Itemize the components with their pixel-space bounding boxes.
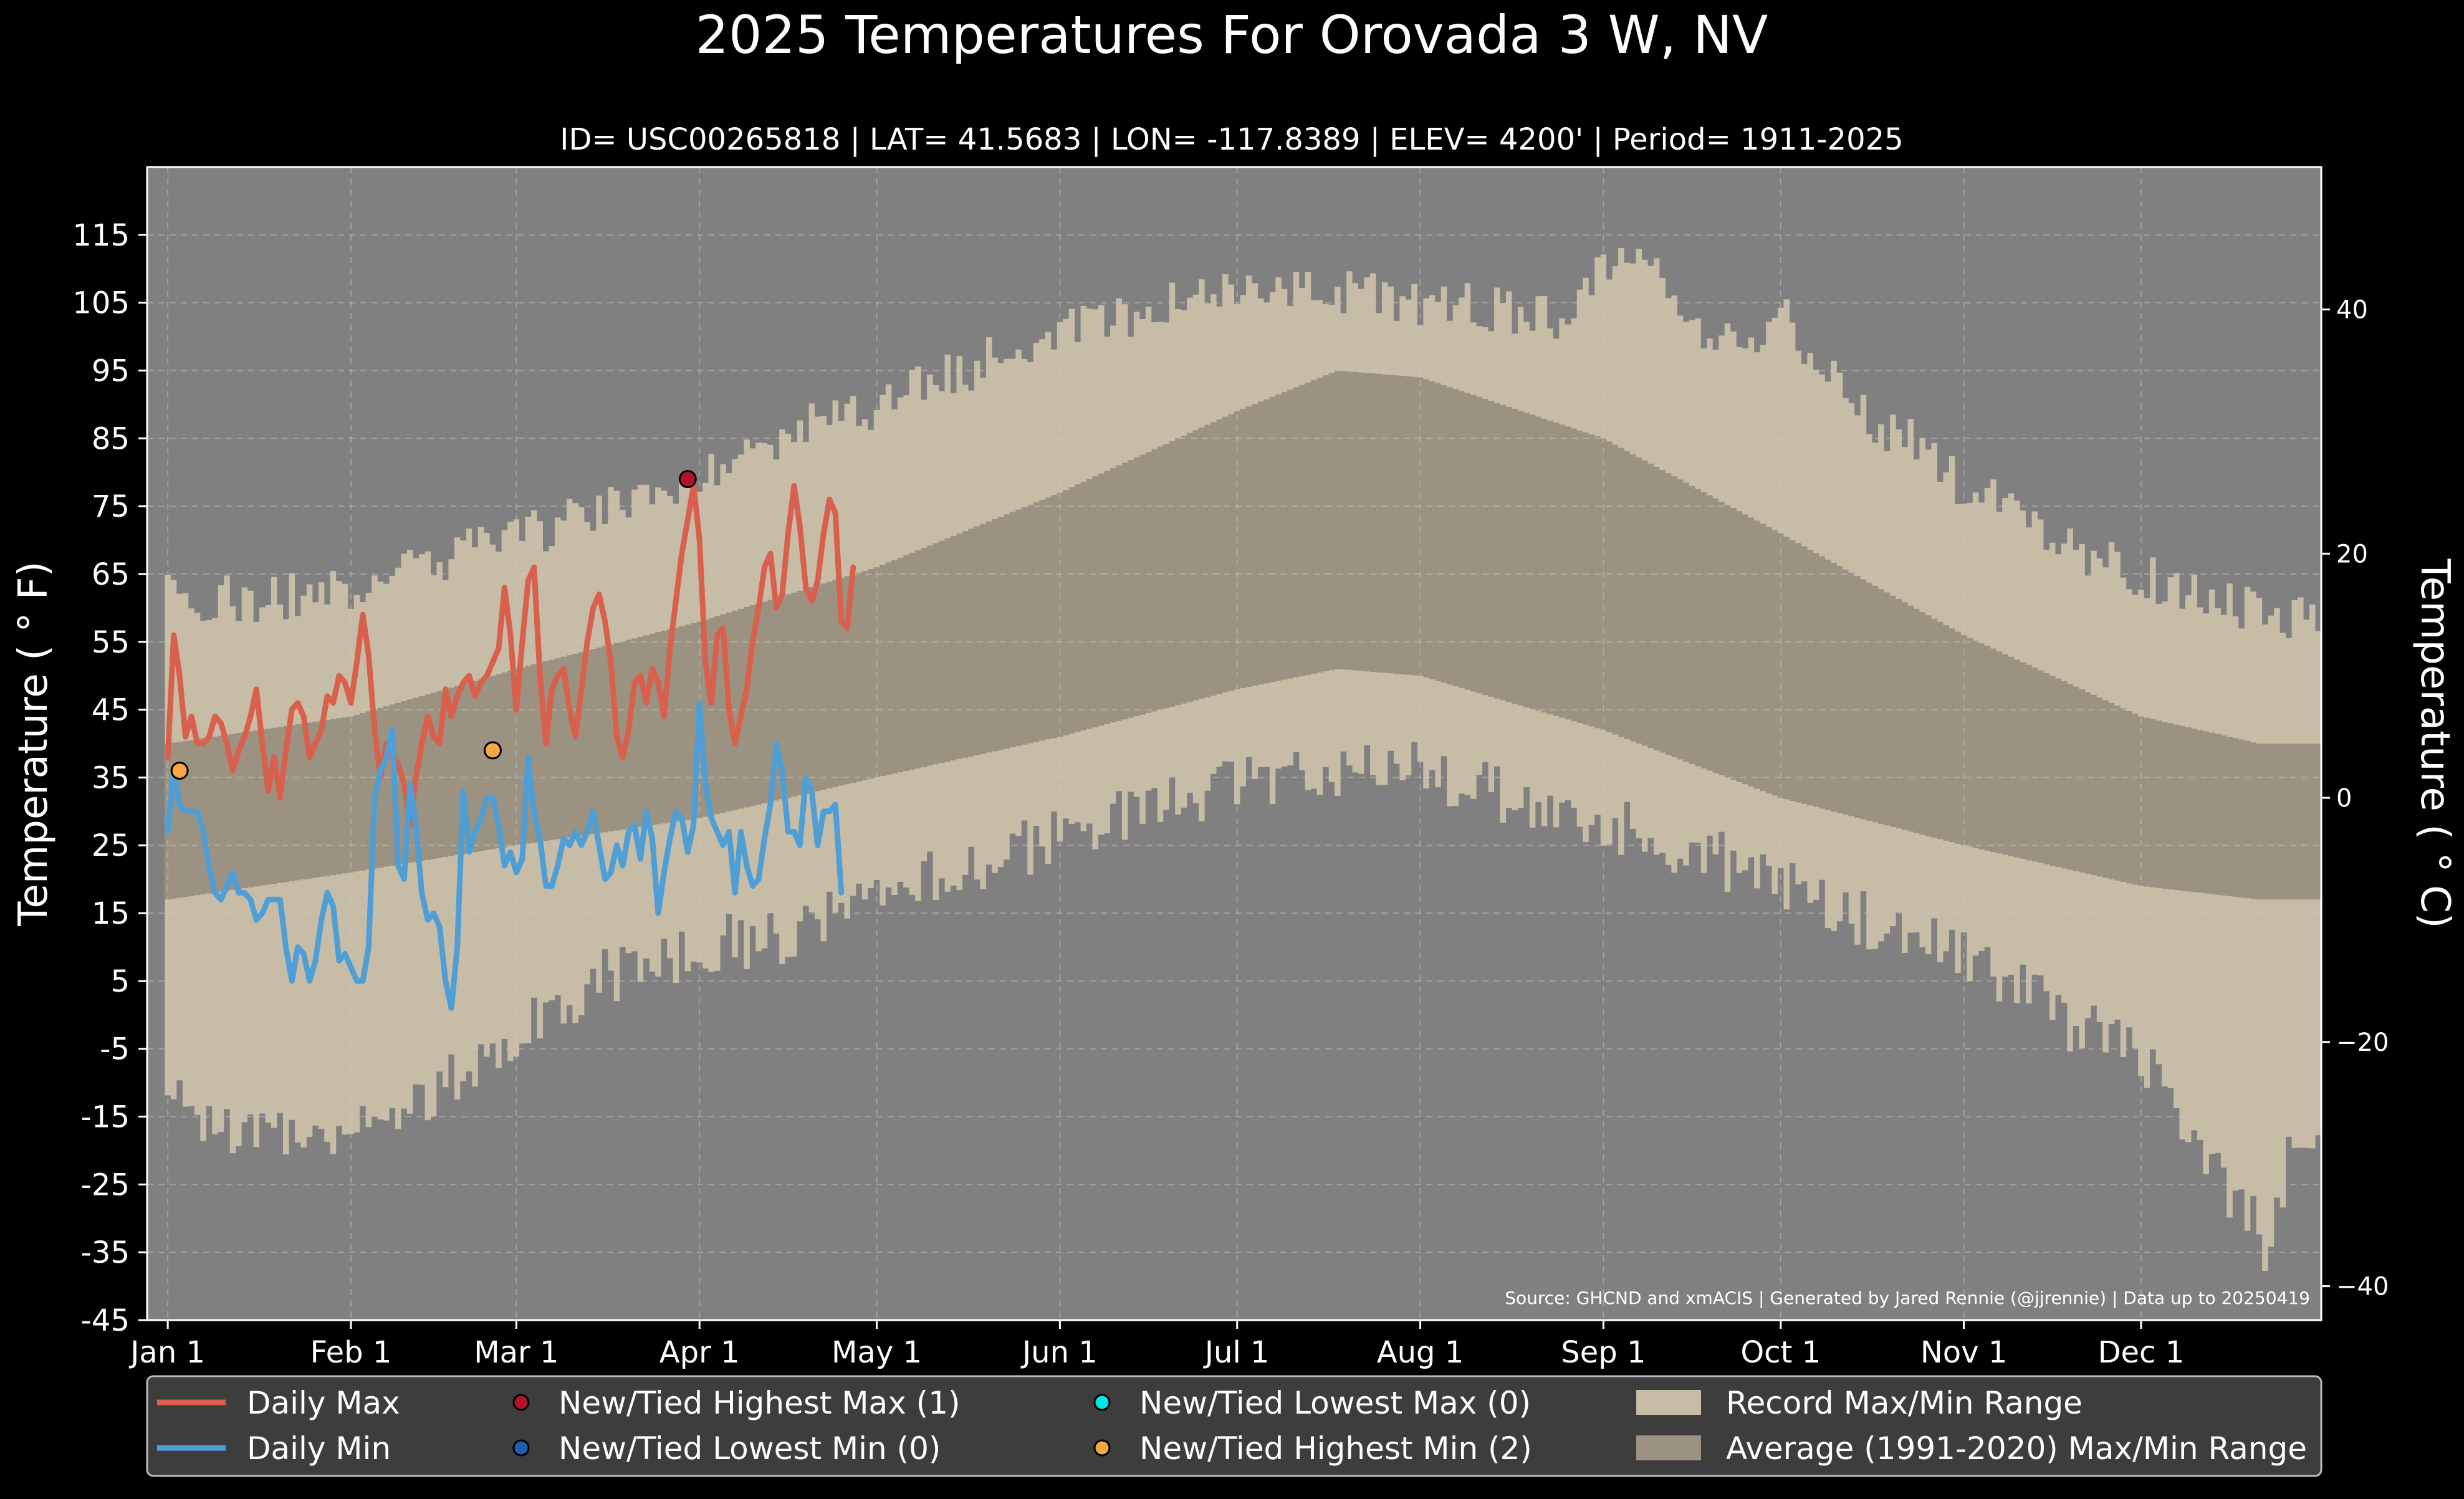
x-tick-label: Nov 1 [1920, 1335, 2007, 1370]
y-right-tick-label: 40 [2336, 296, 2368, 325]
legend: Daily Max Daily Min New/Tied Highest Max (… [146, 1375, 2323, 1477]
record-point [483, 741, 502, 760]
y-right-tick-label: −40 [2336, 1273, 2389, 1301]
y-tick-label: 55 [92, 625, 130, 660]
y-tick-label: 85 [92, 421, 130, 456]
chart-subtitle: ID= USC00265818 | LAT= 41.5683 | LON= -1… [560, 122, 1903, 157]
legend-label: New/Tied Lowest Max (0) [1139, 1385, 1531, 1421]
y-tick-label: 15 [92, 896, 130, 931]
y-tick-label: 35 [92, 760, 130, 795]
series-layer [165, 483, 856, 1011]
y-tick-label: 105 [72, 286, 130, 321]
y-right-tick-label: 20 [2336, 540, 2368, 568]
legend-label: New/Tied Highest Max (1) [558, 1385, 961, 1421]
y-tick-label: -15 [81, 1100, 130, 1135]
x-tick-label: Jan 1 [128, 1335, 205, 1370]
y-tick-label: 95 [92, 353, 130, 388]
legend-label: New/Tied Highest Min (2) [1139, 1430, 1532, 1467]
legend-label: Average (1991-2020) Max/Min Range [1726, 1430, 2307, 1467]
legend-swatch-dot [1093, 1394, 1111, 1411]
x-tick-label: Mar 1 [474, 1335, 558, 1370]
y-tick-label: -25 [81, 1167, 130, 1202]
record-point [678, 470, 697, 489]
x-tick-label: Oct 1 [1740, 1335, 1821, 1370]
y-axis-left: 115 105 95 85 75 65 55 45 35 25 15 5 -5 -15 -25 -35 -45 [72, 218, 147, 1338]
x-tick-label: Dec 1 [2098, 1335, 2185, 1370]
x-tick-label: Apr 1 [659, 1335, 740, 1370]
x-tick-label: Aug 1 [1377, 1335, 1464, 1370]
y-tick-label: -35 [81, 1235, 130, 1270]
daily-min-line [165, 700, 845, 1011]
legend-label: New/Tied Lowest Min (0) [558, 1430, 941, 1467]
x-tick-label: Jul 1 [1203, 1335, 1270, 1370]
y-tick-label: -45 [81, 1303, 130, 1338]
source-note: Source: GHCND and xmACIS | Generated by … [1505, 1288, 2310, 1308]
y-right-tick-label: −20 [2336, 1028, 2389, 1057]
legend-swatch-dot [512, 1439, 530, 1457]
x-tick-label: Feb 1 [310, 1335, 392, 1370]
y-tick-label: 45 [92, 693, 130, 728]
y-axis-label-right: Temperature ( ° C) [2412, 558, 2458, 928]
legend-label: Record Max/Min Range [1726, 1385, 2083, 1421]
legend-swatch-patch [1636, 1390, 1701, 1415]
legend-label: Daily Min [247, 1430, 391, 1467]
x-tick-label: Jun 1 [1020, 1335, 1098, 1370]
y-tick-label: -5 [100, 1032, 130, 1067]
y-tick-label: 25 [92, 828, 130, 863]
y-right-tick-label: 0 [2336, 784, 2352, 813]
legend-box [146, 1375, 2323, 1477]
x-tick-label: May 1 [832, 1335, 922, 1370]
record-point [170, 762, 189, 780]
x-tick-label: Sep 1 [1561, 1335, 1646, 1370]
record-range-band [165, 247, 2321, 1271]
daily-max-line [165, 483, 856, 828]
chart-title: 2025 Temperatures For Orovada 3 W, NV [696, 4, 1768, 65]
legend-swatch-dot [1093, 1439, 1111, 1457]
y-tick-label: 115 [72, 218, 130, 253]
record-points [170, 470, 697, 780]
legend-label: Daily Max [247, 1385, 400, 1421]
y-tick-label: 5 [110, 964, 130, 999]
y-axis-label-left: Temperature ( ° F) [11, 561, 57, 926]
y-tick-label: 75 [92, 489, 130, 524]
plot-frame [146, 166, 2323, 1321]
y-tick-label: 65 [92, 557, 130, 592]
legend-swatch-patch [1636, 1435, 1701, 1460]
legend-swatch-dot [512, 1394, 530, 1411]
x-axis: Jan 1 Feb 1 Mar 1 Apr 1 May 1 Jun 1 Jul 1 Aug 1… [128, 1320, 2184, 1370]
y-axis-right: 40 20 0 −20 −40 [2321, 296, 2389, 1301]
